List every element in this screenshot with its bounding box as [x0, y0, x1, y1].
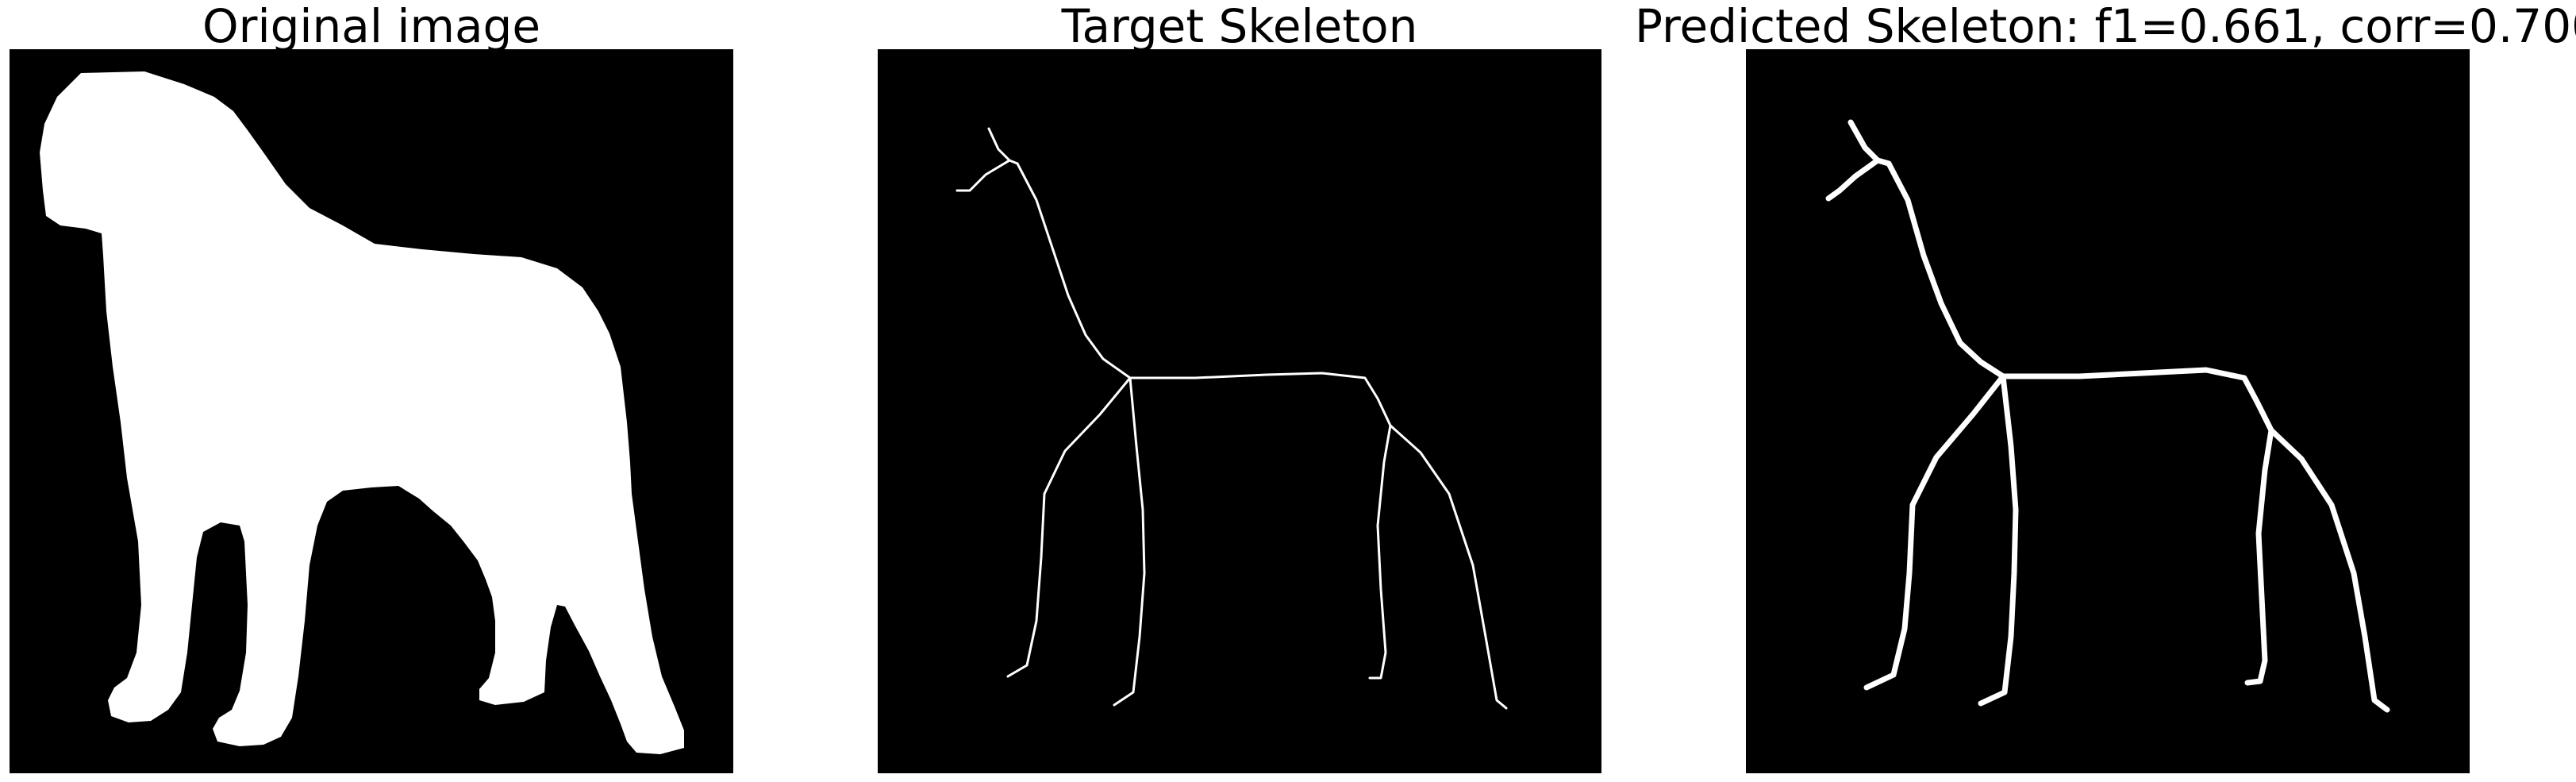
target-skeleton-image [955, 127, 1508, 710]
skeleton-branch-back [2000, 367, 2274, 433]
skeleton-branch-hind-leg-right [2268, 427, 2390, 713]
skeleton-branch-muzzle [1825, 157, 1881, 202]
skeleton-branch-neck [1886, 160, 2006, 379]
skeleton-branch-front-leg-right [1978, 373, 2019, 707]
skeleton-branch-front-leg-left [1006, 376, 1132, 678]
skeleton-branch-front-leg-left [1863, 373, 2006, 691]
predicted-skeleton-panel [1746, 49, 2470, 773]
original-image-panel [10, 49, 733, 773]
skeleton-branch-front-leg-right [1113, 376, 1146, 707]
skeleton-branch-head [1847, 119, 1892, 167]
target-skeleton-title: Target Skeleton [1061, 0, 1418, 53]
predicted-skeleton-image [1825, 119, 2390, 713]
skeleton-branch-head [987, 127, 1019, 165]
dog-silhouette-image [40, 71, 684, 754]
skeleton-branch-hind-leg-left [2244, 427, 2274, 686]
target-skeleton-panel [878, 49, 1601, 773]
skeleton-branch-hind-leg-left [1368, 424, 1392, 680]
skeleton-branch-muzzle [955, 159, 1011, 192]
skeleton-branch-neck [1016, 162, 1132, 379]
skeleton-branch-hind-leg-right [1389, 424, 1508, 710]
skeleton-branch-back [1128, 372, 1392, 427]
dog-silhouette [40, 71, 684, 754]
original-image-title: Original image [202, 0, 541, 53]
predicted-skeleton-title: Predicted Skeleton: f1=0.661, corr=0.700 [1635, 0, 2576, 53]
